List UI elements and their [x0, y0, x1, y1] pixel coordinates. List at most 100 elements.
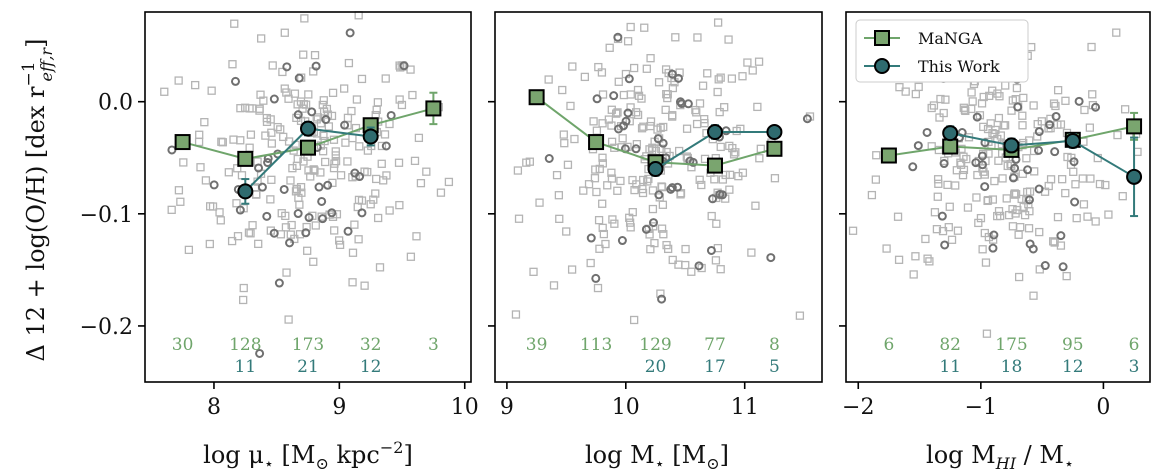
- background-square-point: [1088, 90, 1097, 99]
- background-square-point: [268, 61, 277, 70]
- background-square-point: [633, 85, 643, 95]
- series-this-work: 20 17 5: [645, 123, 783, 377]
- background-circle-point: [766, 253, 776, 263]
- background-square-point: [681, 260, 690, 270]
- background-circle-point: [988, 243, 998, 253]
- background-square-point: [738, 72, 747, 81]
- background-square-point: [795, 311, 805, 320]
- background-square-point: [721, 170, 730, 180]
- background-square-point: [267, 139, 276, 148]
- background-square-point: [626, 90, 635, 99]
- background-square-point: [914, 82, 923, 92]
- this-work-point: [706, 123, 723, 140]
- background-square-point: [584, 180, 594, 189]
- background-square-point: [867, 190, 877, 200]
- background-circle-point: [1051, 111, 1061, 121]
- background-circle-point: [980, 182, 990, 192]
- background-square-point: [586, 258, 595, 268]
- background-square-point: [205, 239, 214, 249]
- background-square-point: [284, 315, 293, 324]
- background-square-point: [1120, 105, 1130, 114]
- background-square-point: [598, 153, 607, 162]
- background-circle-point: [1034, 145, 1044, 155]
- background-square-point: [372, 105, 381, 115]
- background-square-point: [230, 19, 239, 28]
- background-square-point: [625, 117, 634, 126]
- background-square-point: [676, 190, 685, 199]
- background-square-point: [366, 200, 375, 209]
- background-circle-point: [654, 190, 664, 200]
- background-circle-point: [672, 182, 682, 192]
- background-square-point: [682, 124, 692, 133]
- background-circle-point: [230, 76, 240, 86]
- background-square-point: [751, 201, 760, 210]
- background-square-point: [594, 62, 603, 72]
- background-circle-point: [311, 61, 321, 71]
- manga-count-label: 6: [883, 335, 894, 355]
- background-square-point: [567, 265, 577, 274]
- background-square-point: [700, 115, 709, 124]
- background-square-point: [1004, 210, 1014, 220]
- background-square-point: [921, 234, 930, 244]
- background-square-point: [872, 151, 881, 160]
- background-circle-point: [386, 110, 396, 120]
- background-circle-point: [972, 112, 982, 122]
- background-square-point: [598, 199, 607, 208]
- background-square-point: [986, 119, 995, 128]
- background-square-point: [1079, 137, 1088, 146]
- background-square-point: [261, 131, 270, 140]
- background-square-point: [555, 214, 564, 223]
- background-square-point: [216, 216, 225, 225]
- background-square-point: [713, 18, 723, 27]
- background-circle-point: [321, 115, 331, 125]
- this-work-point: [766, 123, 783, 140]
- background-square-point: [711, 256, 721, 265]
- background-square-point: [284, 94, 293, 103]
- background-square-point: [691, 105, 700, 115]
- background-circle-point: [989, 230, 999, 240]
- background-square-point: [514, 214, 524, 223]
- background-square-point: [610, 219, 619, 228]
- background-square-point: [246, 229, 255, 238]
- background-square-point: [643, 177, 652, 186]
- y-tick-label: −0.1: [80, 203, 133, 228]
- background-square-point: [304, 166, 313, 175]
- background-square-point: [1001, 81, 1010, 90]
- background-square-point: [406, 65, 415, 74]
- y-label-sup: −1: [19, 61, 39, 86]
- x-label-panel-1: log μ⋆ [M⊙ kpc−2]: [203, 438, 413, 472]
- background-circle-point: [274, 278, 284, 288]
- background-square-point: [348, 248, 358, 257]
- background-square-point: [377, 141, 387, 151]
- manga-point: [880, 147, 897, 164]
- background-square-point: [589, 117, 598, 126]
- manga-point: [942, 138, 959, 155]
- background-circle-point: [304, 213, 314, 223]
- background-square-point: [1013, 205, 1022, 215]
- background-square-point: [1024, 224, 1034, 233]
- background-square-point: [310, 166, 319, 175]
- background-square-point: [613, 108, 622, 117]
- background-square-point: [626, 223, 635, 232]
- manga-count-label: 6: [1129, 335, 1140, 355]
- background-square-point: [408, 90, 417, 100]
- background-square-point: [529, 267, 538, 276]
- background-square-point: [309, 165, 318, 174]
- background-square-point: [246, 130, 256, 139]
- background-square-point: [716, 142, 725, 152]
- background-square-point: [893, 212, 903, 221]
- background-square-point: [626, 22, 635, 32]
- background-square-point: [395, 95, 404, 104]
- background-square-point: [618, 134, 627, 143]
- background-square-point: [642, 64, 651, 73]
- this-work-count-label: 12: [360, 357, 382, 377]
- background-square-point: [324, 122, 334, 131]
- manga-point: [300, 139, 316, 156]
- background-square-point: [311, 221, 320, 230]
- background-square-point: [331, 156, 341, 166]
- background-square-point: [239, 295, 248, 305]
- background-square-point: [1053, 212, 1063, 222]
- background-square-point: [579, 186, 588, 195]
- x-label-panel-3: log MHI / M⋆: [926, 441, 1074, 472]
- y-tick-label: −0.2: [80, 315, 133, 340]
